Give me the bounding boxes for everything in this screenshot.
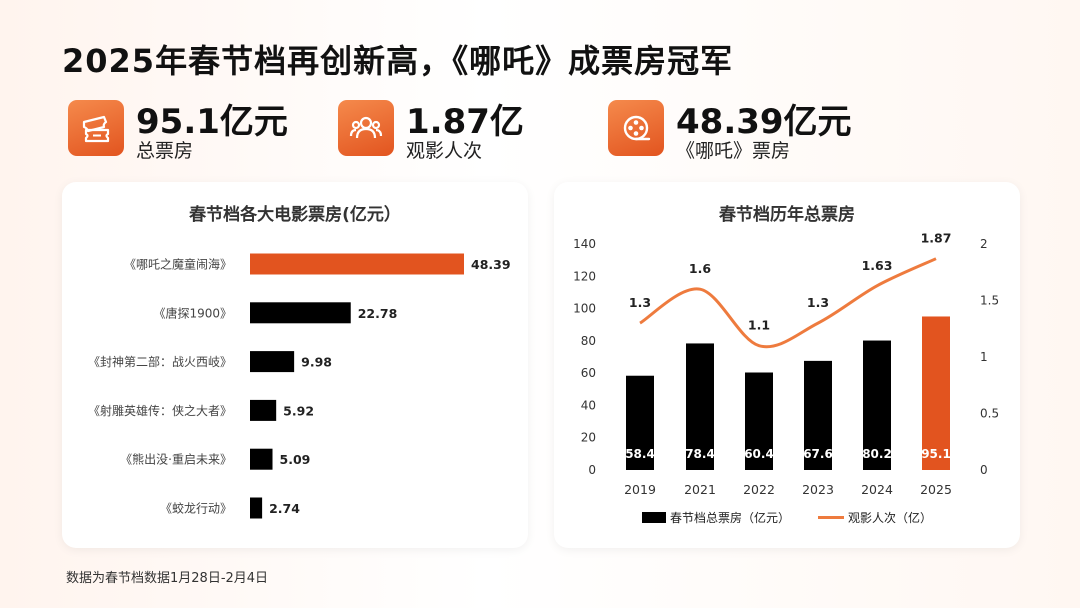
- data-label: 48.39: [471, 257, 511, 272]
- yearly-box-office-card: 春节档历年总票房 0 20 40 60 80 100 120 140 0 0.5 1 1.5 2 58.4…: [554, 182, 1020, 548]
- data-label: 2.74: [269, 501, 300, 516]
- chart-title: 春节档各大电影票房(亿元）: [189, 205, 401, 225]
- line-data-label: 1.3: [629, 295, 651, 310]
- ticket-icon: [68, 100, 124, 156]
- y-tick-left: 80: [581, 334, 596, 348]
- x-tick-label: 2025: [920, 482, 952, 497]
- chart-title: 春节档历年总票房: [719, 205, 855, 225]
- y-tick-left: 20: [581, 431, 596, 445]
- x-tick-label: 2023: [802, 482, 834, 497]
- x-tick-label: 2024: [861, 482, 893, 497]
- category-label: 《熊出没·重启未来》: [120, 452, 232, 467]
- line-data-label: 1.6: [689, 261, 711, 276]
- bar-data-label: 58.4: [625, 447, 655, 461]
- line-series: [639, 257, 937, 349]
- bar: [250, 351, 295, 373]
- y-tick-left: 0: [588, 463, 596, 477]
- stat-label: 观影人次: [406, 140, 483, 162]
- category-label: 《封神第二部：战火西岐》: [88, 354, 232, 369]
- bar-data-label: 95.1: [921, 447, 951, 461]
- category-label: 《射雕英雄传：侠之大者》: [88, 403, 232, 418]
- film-reel-icon: [608, 100, 664, 156]
- category-label: 《哪吒之魔童闹海》: [124, 257, 232, 272]
- bar: [250, 302, 351, 324]
- category-label: 《唐探1900》: [153, 305, 232, 320]
- line-data-label: 1.3: [807, 295, 829, 310]
- y-tick-right: 1: [980, 350, 988, 364]
- legend-label: 春节档总票房（亿元）: [670, 510, 790, 525]
- bar-data-label: 80.2: [862, 447, 892, 461]
- bar: [250, 399, 277, 421]
- movie-box-office-chart: 《哪吒之魔童闹海》 48.39 《唐探1900》 22.78 《封神第二部：战火西岐》 9…: [88, 253, 511, 519]
- line-data-label: 1.87: [921, 231, 952, 246]
- bar: [250, 253, 464, 275]
- y-tick-left: 100: [573, 302, 596, 316]
- bar-data-label: 60.4: [744, 447, 774, 461]
- bar-data-label: 78.4: [685, 447, 715, 461]
- data-label: 5.09: [280, 452, 311, 467]
- x-tick-label: 2021: [684, 482, 716, 497]
- legend-label: 观影人次（亿）: [848, 510, 932, 525]
- y-tick-right: 1.5: [980, 294, 999, 308]
- bar: [686, 343, 714, 470]
- bar: [922, 316, 950, 470]
- category-label: 《蛟龙行动》: [160, 501, 232, 516]
- movie-box-office-card: 春节档各大电影票房(亿元） 《哪吒之魔童闹海》 48.39 《唐探1900》 22.7…: [62, 182, 528, 548]
- x-tick-label: 2022: [743, 482, 775, 497]
- stat-value: 95.1亿元: [136, 102, 288, 142]
- bar: [863, 340, 891, 470]
- y-tick-left: 120: [573, 269, 596, 283]
- y-tick-right: 2: [980, 237, 988, 251]
- stat-value: 48.39亿元: [676, 102, 852, 142]
- bar: [804, 360, 832, 470]
- y-tick-right: 0: [980, 463, 988, 477]
- bar: [250, 448, 273, 470]
- x-tick-label: 2019: [624, 482, 656, 497]
- line-data-label: 1.63: [862, 258, 893, 273]
- bar: [250, 497, 263, 519]
- bar: [626, 375, 654, 470]
- page-title: 2025年春节档再创新高，《哪吒》成票房冠军: [62, 42, 734, 80]
- stat-label: 《哪吒》票房: [676, 140, 791, 162]
- footnote: 数据为春节档数据1月28日-2月4日: [66, 571, 269, 586]
- y-tick-right: 0.5: [980, 407, 999, 421]
- legend-swatch-bar: [642, 512, 666, 523]
- y-tick-left: 40: [581, 398, 596, 412]
- line-data-label: 1.1: [748, 318, 770, 333]
- data-label: 22.78: [358, 306, 398, 321]
- data-label: 9.98: [301, 355, 332, 370]
- y-tick-left: 140: [573, 237, 596, 251]
- stat-label: 总票房: [136, 140, 194, 162]
- yearly-box-office-chart: 0 20 40 60 80 100 120 140 0 0.5 1 1.5 2 58.4 2019 78.4 2…: [573, 231, 999, 525]
- audience-icon: [338, 100, 394, 156]
- y-tick-left: 60: [581, 366, 596, 380]
- data-label: 5.92: [283, 403, 314, 418]
- bar: [745, 372, 773, 470]
- bar-data-label: 67.6: [803, 447, 833, 461]
- stat-value: 1.87亿: [406, 102, 524, 142]
